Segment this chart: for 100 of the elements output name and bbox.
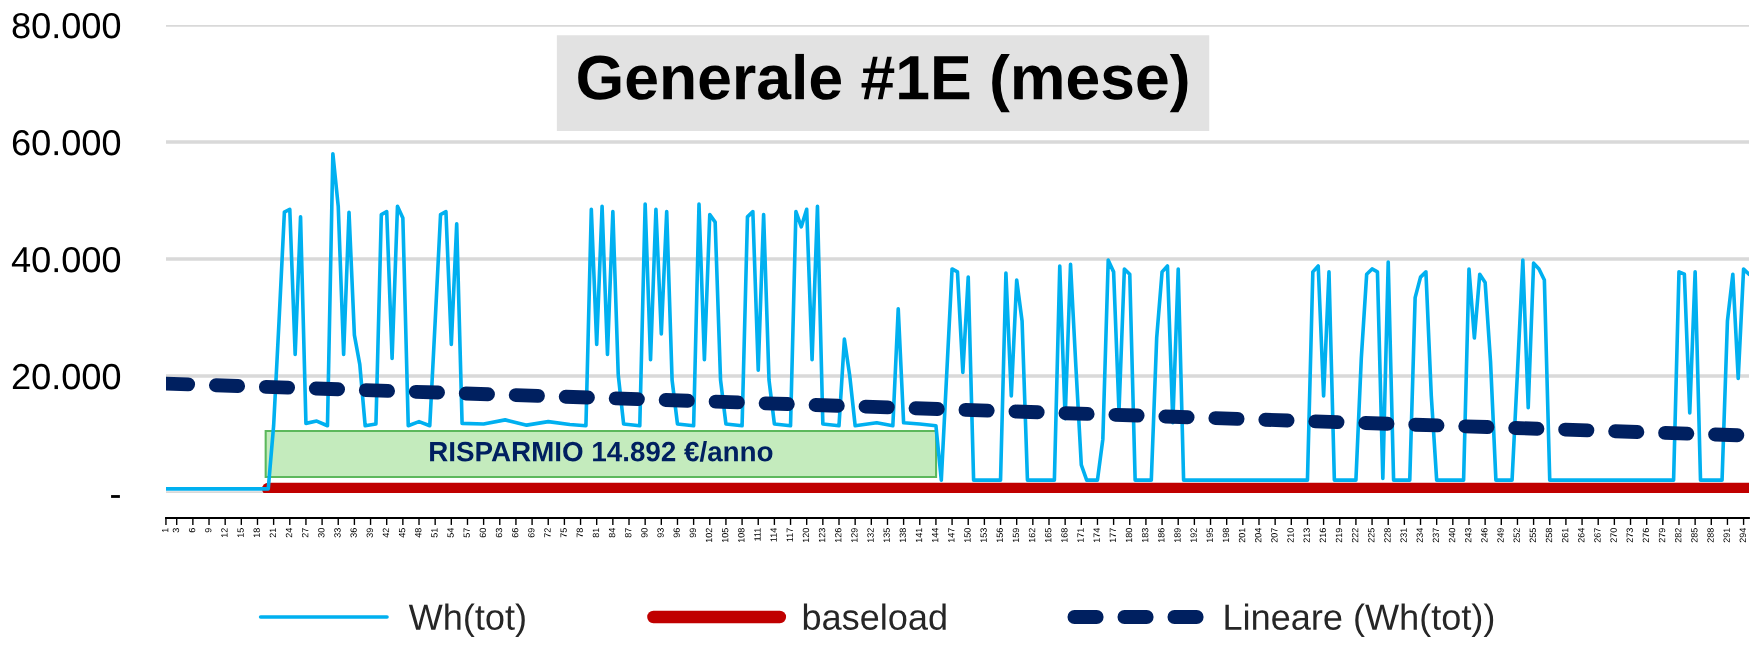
x-tick-label: 189 [1174, 528, 1181, 543]
x-tick-label: 174 [1093, 527, 1100, 543]
line-series [165, 151, 1749, 491]
x-tick-label: 1 [162, 528, 169, 533]
x-tick-label: 276 [1642, 528, 1650, 543]
x-tick-label: 147 [948, 528, 955, 543]
x-tick-label: 186 [1158, 528, 1165, 543]
x-tick-label: 75 [560, 528, 567, 538]
x-tick-label: 93 [657, 528, 664, 538]
x-tick-label: 120 [802, 528, 810, 543]
x-tick-label: 99 [689, 528, 697, 538]
x-tick-label: 114 [770, 527, 777, 542]
x-tick-label: 135 [883, 528, 890, 543]
x-tick-label: 159 [1012, 528, 1020, 543]
x-tick-label: 234 [1416, 527, 1423, 543]
chart-title: Generale #1E (mese) [578, 53, 1188, 113]
x-tick-label: 9 [205, 528, 212, 533]
x-tick-label: 117 [786, 528, 793, 542]
x-tick-label: 45 [398, 528, 406, 538]
x-tick-label: 270 [1610, 528, 1617, 543]
x-tick-label: 78 [576, 528, 583, 538]
x-tick-label: 201 [1238, 528, 1246, 543]
y-tick-label: - [111, 495, 120, 498]
x-tick-label: 81 [592, 528, 600, 538]
x-tick-label: 48 [415, 528, 422, 538]
x-tick-label: 111 [754, 528, 761, 541]
x-tick-label: 261 [1561, 528, 1569, 543]
x-tick-label: 144 [932, 527, 939, 543]
x-tick-label: 216 [1319, 528, 1327, 543]
x-tick-label: 3 [172, 528, 180, 533]
x-tick-label: 222 [1351, 528, 1359, 543]
x-tick-label: 87 [625, 528, 632, 538]
x-tick-label: 108 [738, 528, 745, 543]
x-tick-label: 198 [1222, 528, 1230, 543]
x-tick-label: 204 [1255, 527, 1262, 543]
x-tick-label: 57 [463, 528, 470, 538]
x-tick-label: 39 [366, 528, 373, 538]
x-tick-label: 249 [1497, 528, 1504, 543]
x-tick-label: 105 [721, 528, 729, 543]
x-tick-label: 60 [479, 528, 487, 538]
x-tick-label: 123 [818, 528, 826, 543]
x-tick-label: 192 [1190, 528, 1197, 543]
x-tick-label: 213 [1303, 528, 1310, 543]
x-tick-label: 69 [528, 528, 535, 538]
x-tick-label: 54 [447, 527, 454, 538]
annotation: RISPARMIO 14.892 €/anno [430, 441, 773, 462]
x-tick-label: 72 [544, 528, 551, 538]
x-tick-label: 66 [511, 528, 519, 538]
x-tick-label: 177 [1109, 528, 1116, 543]
x-tick-label: 246 [1481, 528, 1488, 543]
x-tick-label: 291 [1723, 528, 1730, 543]
x-tick-label: 96 [673, 528, 680, 538]
x-tick-label: 210 [1287, 528, 1294, 543]
x-tick-label: 273 [1626, 528, 1633, 543]
legend-label: Wh(tot) [408, 603, 525, 638]
x-tick-label: 42 [382, 528, 390, 538]
x-tick-label: 30 [318, 528, 325, 538]
x-tick-label: 51 [431, 528, 438, 538]
x-tick-label: 129 [851, 528, 858, 543]
legend-label: Lineare (Wh(tot)) [1225, 603, 1494, 638]
x-tick-label: 84 [608, 527, 616, 538]
x-tick-label: 180 [1125, 528, 1133, 543]
x-tick-label: 282 [1675, 528, 1682, 543]
y-tick-label: 80.000 [12, 12, 121, 39]
x-tick-label: 24 [285, 527, 293, 538]
x-tick-label: 63 [495, 528, 503, 538]
x-tick-label: 258 [1545, 528, 1553, 543]
x-tick-label: 207 [1271, 528, 1278, 543]
x-tick-label: 156 [996, 528, 1003, 543]
y-tick-label: 40.000 [11, 246, 121, 273]
x-tick-label: 285 [1691, 528, 1698, 543]
x-tick-label: 267 [1594, 528, 1601, 543]
x-tick-label: 228 [1384, 528, 1391, 543]
x-tick-label: 27 [301, 528, 309, 538]
x-tick-label: 219 [1335, 528, 1343, 543]
x-tick-label: 15 [237, 528, 244, 538]
x-tick-label: 12 [221, 528, 228, 538]
x-tick-label: 240 [1448, 528, 1456, 543]
x-tick-label: 279 [1658, 528, 1666, 543]
x-tick-label: 162 [1028, 528, 1036, 543]
x-tick-label: 171 [1077, 528, 1084, 543]
x-tick-label: 18 [253, 528, 260, 538]
x-tick-label: 195 [1206, 528, 1213, 543]
x-tick-label: 132 [867, 528, 874, 543]
x-tick-label: 141 [915, 528, 923, 543]
x-tick-label: 90 [641, 528, 648, 538]
x-tick-label: 138 [899, 528, 907, 543]
x-tick-label: 264 [1578, 527, 1585, 543]
x-tick-label: 126 [835, 528, 842, 543]
y-tick-label: 20.000 [12, 363, 121, 390]
x-tick-label: 165 [1045, 528, 1052, 543]
x-tick-label: 255 [1529, 528, 1537, 543]
x-tick-label: 183 [1141, 528, 1149, 543]
x-tick-label: 21 [269, 528, 276, 538]
x-tick-label: 294 [1739, 527, 1747, 543]
x-tick-label: 252 [1513, 528, 1520, 543]
x-tick-label: 243 [1465, 528, 1472, 543]
x-tick-label: 237 [1432, 528, 1440, 543]
x-tick-label: 33 [334, 528, 341, 538]
legend-label: baseload [803, 603, 946, 630]
